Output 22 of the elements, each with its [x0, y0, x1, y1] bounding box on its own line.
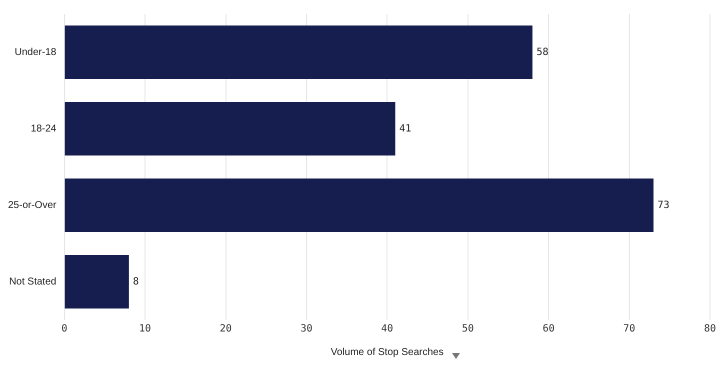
- x-tick-label: 30: [300, 324, 312, 335]
- data-label: 41: [399, 123, 412, 134]
- data-label: 8: [132, 276, 139, 288]
- x-tick-label: 80: [704, 324, 716, 335]
- bar: [64, 25, 532, 80]
- x-tick-label: 40: [381, 324, 394, 335]
- x-tick-label: 50: [462, 324, 474, 335]
- x-axis-title: Volume of Stop Searches: [330, 346, 444, 358]
- bar: [64, 102, 396, 156]
- y-tick-label: 18-24: [30, 124, 57, 134]
- x-tick-label: 10: [139, 324, 152, 335]
- data-label: 73: [658, 200, 670, 211]
- data-label: 58: [536, 46, 548, 58]
- y-tick-label: Not Stated: [9, 276, 56, 288]
- x-tick-label: 20: [220, 324, 232, 335]
- y-tick-label: 25-or-Over: [8, 200, 57, 211]
- x-tick-label: 70: [623, 324, 636, 335]
- bar: [64, 178, 654, 232]
- bar: [64, 254, 129, 309]
- x-tick-label: 60: [542, 324, 555, 335]
- y-tick-label: Under-18: [14, 47, 57, 58]
- x-tick-label: 0: [61, 324, 68, 335]
